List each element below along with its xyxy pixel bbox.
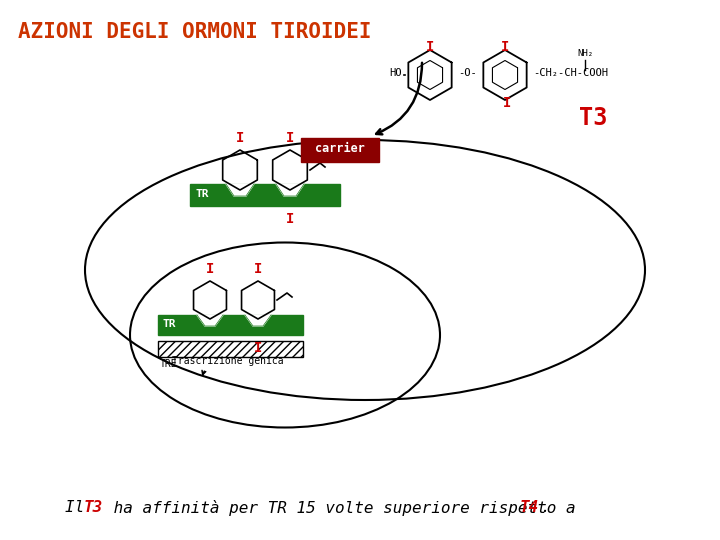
Text: I: I <box>254 262 262 276</box>
Text: I: I <box>254 341 262 355</box>
Bar <box>190 184 340 206</box>
Text: -O-: -O- <box>458 68 477 78</box>
Text: I: I <box>503 96 511 110</box>
Text: AZIONI DEGLI ORMONI TIROIDEI: AZIONI DEGLI ORMONI TIROIDEI <box>18 22 372 42</box>
Bar <box>158 341 302 357</box>
Text: T3: T3 <box>84 501 103 516</box>
Polygon shape <box>245 315 271 326</box>
Text: TR: TR <box>163 319 176 329</box>
Text: TR: TR <box>195 189 209 199</box>
Text: I: I <box>206 262 214 276</box>
Text: HO: HO <box>390 68 402 78</box>
Text: I: I <box>236 131 244 145</box>
Text: T4: T4 <box>520 501 539 516</box>
Bar <box>301 138 379 162</box>
Text: I: I <box>426 40 434 54</box>
Text: TRE: TRE <box>160 359 177 369</box>
Text: T3: T3 <box>579 106 607 130</box>
Text: NH₂: NH₂ <box>577 49 593 58</box>
Polygon shape <box>197 315 223 326</box>
Polygon shape <box>276 184 304 196</box>
Text: I: I <box>501 40 509 54</box>
Text: ha affinità per TR 15 volte superiore rispetto a: ha affinità per TR 15 volte superiore ri… <box>104 500 585 516</box>
Text: I: I <box>286 212 294 226</box>
Text: Trascrizione genica: Trascrizione genica <box>171 356 283 375</box>
Text: carrier: carrier <box>315 143 365 156</box>
Polygon shape <box>226 184 254 196</box>
Text: -CH₂-CH-COOH: -CH₂-CH-COOH <box>533 68 608 78</box>
Text: Il: Il <box>65 501 94 516</box>
Text: .: . <box>540 501 549 516</box>
Bar <box>158 315 302 335</box>
Text: I: I <box>286 131 294 145</box>
